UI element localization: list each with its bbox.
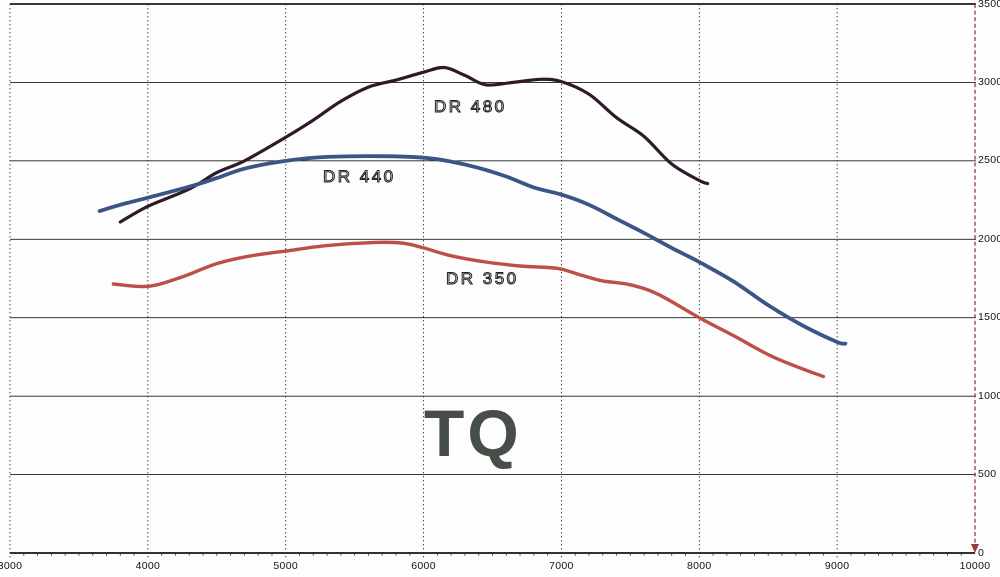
x-tick-label-8000: 8000: [687, 560, 712, 572]
series-label-dr350: DR 350: [446, 269, 519, 289]
x-tick-label-5000: 5000: [273, 560, 298, 572]
series-line-dr-440: [97, 154, 848, 346]
y-tick-label-500: 500: [978, 468, 997, 481]
y-tick-label-2500: 2500: [978, 154, 1000, 167]
y-tick-label-1000: 1000: [978, 389, 1000, 402]
chart-title-tq: TQ: [424, 396, 522, 470]
x-tick-label-10000: 10000: [959, 560, 991, 572]
x-tick-label-9000: 9000: [824, 560, 850, 572]
right-axis-arrow: [971, 544, 979, 553]
series-label-dr440: DR 440: [323, 167, 396, 187]
series-label-dr480: DR 480: [434, 97, 507, 117]
x-tick-label-3000: 3000: [0, 560, 23, 572]
series-line-dr-480: [118, 65, 710, 224]
x-tick-label-7000: 7000: [549, 560, 574, 572]
y-tick-label-1500: 1500: [978, 311, 1000, 324]
y-tick-label-2000: 2000: [978, 232, 1000, 245]
y-tick-label-3000: 3000: [978, 75, 1000, 88]
y-tick-label-0: 0: [978, 546, 985, 559]
y-tick-label-3500: 3500: [978, 0, 1000, 10]
x-tick-label-6000: 6000: [411, 560, 436, 572]
x-tick-label-4000: 4000: [135, 560, 161, 572]
series-line-dr-350: [111, 240, 826, 379]
